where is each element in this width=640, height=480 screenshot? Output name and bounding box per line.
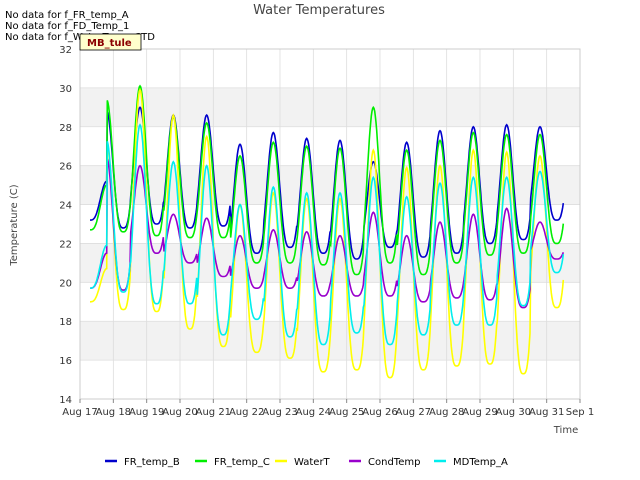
- x-tick-label: Aug 25: [329, 407, 364, 418]
- background-band: [80, 87, 580, 127]
- y-tick-label: 24: [59, 201, 72, 212]
- background-band: [80, 165, 580, 205]
- plot-frame: [79, 48, 581, 400]
- x-tick-label: Aug 18: [96, 407, 131, 418]
- no-data-message: No data for f_FR_temp_A: [5, 10, 129, 21]
- no-data-message: No data for f_FD_Temp_1: [5, 21, 129, 32]
- chart-title: Water Temperatures: [253, 3, 385, 18]
- legend-label: FR_temp_B: [124, 457, 180, 468]
- x-tick-label: Sep 1: [566, 407, 594, 418]
- legend: FR_temp_B FR_temp_C WaterT CondTemp MDTemp_A: [105, 457, 508, 468]
- series-line-condtemp: [90, 158, 565, 309]
- y-tick-label: 28: [59, 123, 72, 134]
- x-tick-label: Aug 20: [162, 407, 197, 418]
- y-tick-label: 16: [59, 356, 72, 367]
- x-tick-label: Aug 19: [129, 407, 164, 418]
- series-line-mdtemp-a: [90, 123, 565, 346]
- legend-item: MDTemp_A: [434, 457, 508, 468]
- legend-label: WaterT: [294, 457, 331, 468]
- y-tick-label: 18: [59, 317, 72, 328]
- y-tick-label: 32: [59, 45, 72, 56]
- y-tick-label: 20: [59, 278, 72, 289]
- legend-item: WaterT: [275, 457, 331, 468]
- legend-item: FR_temp_B: [105, 457, 180, 468]
- y-tick-label: 14: [59, 395, 72, 406]
- y-tick-label: 22: [59, 239, 72, 250]
- y-axis-label: Temperature (C): [9, 184, 20, 266]
- legend-item: FR_temp_C: [195, 457, 270, 468]
- site-badge-label: MB_tule: [87, 38, 132, 49]
- x-tick-label: Aug 28: [429, 407, 464, 418]
- x-tick-label: Aug 30: [496, 407, 531, 418]
- series-lines: [90, 84, 565, 379]
- x-tick-label: Aug 22: [229, 407, 264, 418]
- x-axis-label: Time: [553, 425, 578, 436]
- legend-label: FR_temp_C: [214, 457, 270, 468]
- site-badge: MB_tule: [79, 33, 142, 51]
- legend-label: MDTemp_A: [453, 457, 508, 468]
- x-tick-label: Aug 31: [529, 407, 564, 418]
- x-tick-label: Aug 17: [62, 407, 97, 418]
- background-band: [80, 49, 580, 88]
- background-band: [80, 126, 580, 166]
- y-tick-label: 30: [59, 84, 72, 95]
- series-line-watert: [90, 88, 565, 379]
- x-tick-label: Aug 21: [196, 407, 231, 418]
- y-tick-label: 26: [59, 162, 72, 173]
- legend-item: CondTemp: [349, 457, 420, 468]
- background-band: [80, 360, 580, 399]
- site-badge-box: [79, 33, 142, 51]
- legend-label: CondTemp: [368, 457, 420, 468]
- x-tick-label: Aug 24: [296, 407, 331, 418]
- series-line-fr-temp-c: [90, 84, 565, 276]
- x-tick-label: Aug 29: [462, 407, 497, 418]
- x-tick-label: Aug 23: [262, 407, 297, 418]
- x-tick-label: Aug 26: [362, 407, 397, 418]
- x-tick-label: Aug 27: [396, 407, 431, 418]
- y-axis-ticks: 14 16 18 20 22 24 26 28 30 32: [59, 45, 72, 406]
